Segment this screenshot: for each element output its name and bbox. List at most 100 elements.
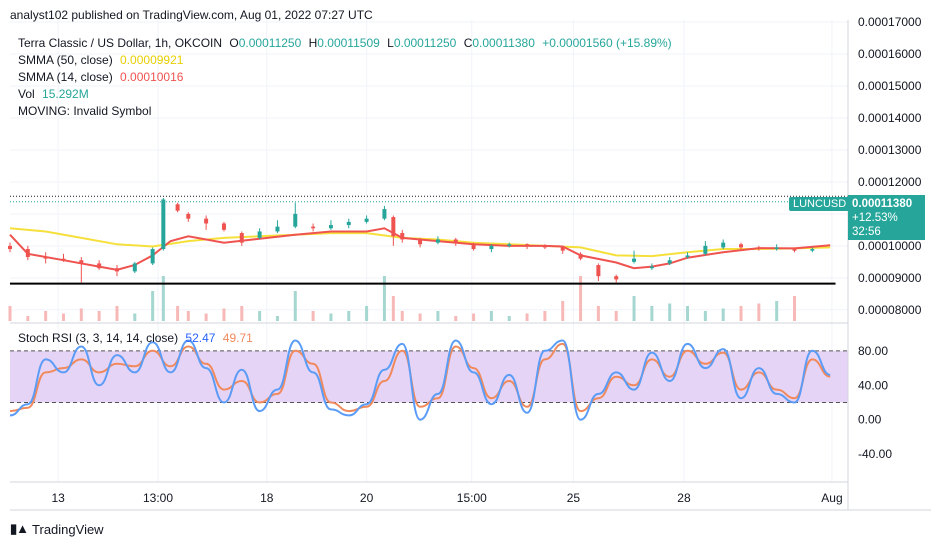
candle-body bbox=[186, 213, 191, 219]
volume-bar bbox=[579, 276, 583, 321]
smma50-value: 0.00009921 bbox=[120, 53, 184, 67]
last-price-tag: 0.00011380 +12.53% 32:56 bbox=[848, 195, 925, 240]
last-price-change: +12.53% bbox=[852, 212, 898, 224]
candle-body bbox=[61, 258, 66, 261]
volume-bar bbox=[507, 316, 511, 321]
volume-bar bbox=[293, 291, 297, 321]
moving-legend[interactable]: MOVING: Invalid Symbol bbox=[18, 104, 151, 118]
candle-body bbox=[221, 223, 226, 230]
volume-bar bbox=[543, 311, 547, 321]
candle-body bbox=[132, 263, 137, 272]
volume-bar bbox=[454, 316, 458, 321]
volume-bar bbox=[258, 311, 262, 321]
time-axis[interactable]: 13 13:00 18 20 15:00 25 28 Aug bbox=[51, 491, 842, 505]
price-axis[interactable]: 0.00017000 0.00016000 0.00015000 0.00014000… bbox=[858, 15, 922, 317]
price-tick-label: 0.00010000 bbox=[858, 239, 922, 253]
candle-body bbox=[97, 263, 102, 269]
smma14-legend[interactable]: SMMA (14, close) 0.00010016 bbox=[18, 70, 183, 84]
stoch-rsi-axis[interactable]: 80.00 40.00 0.00 -40.00 bbox=[858, 344, 892, 461]
candle-body bbox=[739, 244, 744, 248]
volume-bar bbox=[186, 311, 190, 321]
candle-body bbox=[114, 268, 119, 272]
volume-bar bbox=[739, 306, 743, 321]
volume-bar bbox=[632, 296, 636, 321]
candle-body bbox=[453, 239, 458, 243]
candle-body bbox=[418, 239, 423, 245]
price-tick-label: 0.00008000 bbox=[858, 303, 922, 317]
candle-body bbox=[8, 245, 12, 250]
change-value: +0.00001560 (+15.89%) bbox=[542, 36, 672, 50]
candle-body bbox=[703, 245, 708, 254]
price-tick-label: 0.00009000 bbox=[858, 271, 922, 285]
candle-body bbox=[400, 233, 405, 240]
tradingview-brand[interactable]: ▮▲ TradingView bbox=[10, 521, 104, 537]
candle-body bbox=[774, 247, 779, 250]
volume-bar bbox=[329, 313, 333, 321]
volume-bar bbox=[650, 306, 654, 321]
candle-countdown: 32:56 bbox=[852, 226, 881, 238]
candle-body bbox=[614, 276, 619, 280]
candle-body bbox=[471, 244, 476, 250]
volume-bar bbox=[240, 306, 244, 321]
volume-bar bbox=[382, 276, 386, 321]
volume-bar bbox=[365, 306, 369, 321]
time-tick-label: 18 bbox=[260, 491, 274, 505]
volume-bar bbox=[347, 311, 351, 321]
candlesticks bbox=[8, 197, 833, 283]
candle-body bbox=[435, 239, 440, 243]
volume-bar bbox=[418, 313, 422, 321]
volume-bar bbox=[79, 308, 83, 321]
candle-body bbox=[161, 199, 166, 250]
moving-label: MOVING: Invalid Symbol bbox=[18, 104, 152, 118]
volume-bar bbox=[204, 313, 208, 321]
candle-body bbox=[685, 255, 690, 258]
stoch-rsi-legend[interactable]: Stoch RSI (3, 3, 14, 14, close) 52.47 49… bbox=[18, 331, 253, 345]
volume-bar bbox=[222, 308, 226, 321]
candle-body bbox=[596, 265, 601, 277]
candle-body bbox=[667, 260, 672, 264]
candle-body bbox=[43, 257, 48, 259]
volume-bar bbox=[686, 306, 690, 321]
candle-body bbox=[204, 218, 209, 224]
candle-body bbox=[257, 231, 262, 238]
volume-bar bbox=[614, 311, 618, 321]
ohlc-legend: Terra Classic / US Dollar, 1h, OKCOIN O0… bbox=[18, 36, 672, 50]
last-price-value: 0.00011380 bbox=[852, 198, 913, 210]
time-tick-label: 15:00 bbox=[457, 491, 487, 505]
close-label: C bbox=[463, 36, 473, 50]
candle-body bbox=[239, 233, 244, 243]
smma50-legend[interactable]: SMMA (50, close) 0.00009921 bbox=[18, 53, 183, 67]
stoch-rsi-band bbox=[10, 350, 848, 403]
candle-body bbox=[542, 245, 547, 248]
volume-bar bbox=[703, 311, 707, 321]
volume-bar bbox=[489, 311, 493, 321]
tradingview-brand-text: TradingView bbox=[32, 521, 104, 537]
candle-body bbox=[721, 242, 726, 248]
volume-bar bbox=[8, 306, 12, 321]
volume-bar bbox=[161, 276, 165, 321]
candle-body bbox=[346, 221, 351, 226]
smma14-value: 0.00010016 bbox=[120, 70, 184, 84]
candle-body bbox=[364, 218, 369, 222]
candle-body bbox=[489, 245, 494, 250]
candle-body bbox=[792, 249, 797, 251]
price-tick-label: 0.00013000 bbox=[858, 143, 922, 157]
open-value: 0.00011250 bbox=[238, 36, 302, 50]
volume-bar bbox=[26, 316, 30, 321]
price-tick-label: 0.00014000 bbox=[858, 111, 922, 125]
volume-bar bbox=[61, 313, 65, 321]
candle-body bbox=[391, 217, 396, 237]
candle-body bbox=[311, 226, 316, 229]
stoch-rsi-label: Stoch RSI (3, 3, 14, 14, close) bbox=[18, 331, 179, 345]
stoch-rsi-k-line bbox=[9, 339, 831, 421]
volume-bar bbox=[775, 301, 779, 321]
volume-bar bbox=[721, 308, 725, 321]
candle-body bbox=[328, 225, 333, 229]
low-label: L bbox=[387, 36, 394, 50]
stoch-rsi-k-value: 52.47 bbox=[185, 331, 216, 345]
time-tick-label: 28 bbox=[677, 491, 691, 505]
volume-legend[interactable]: Vol 15.292M bbox=[18, 87, 89, 101]
volume-bar bbox=[176, 306, 180, 321]
stoch-rsi-tick-label: -40.00 bbox=[858, 447, 892, 461]
